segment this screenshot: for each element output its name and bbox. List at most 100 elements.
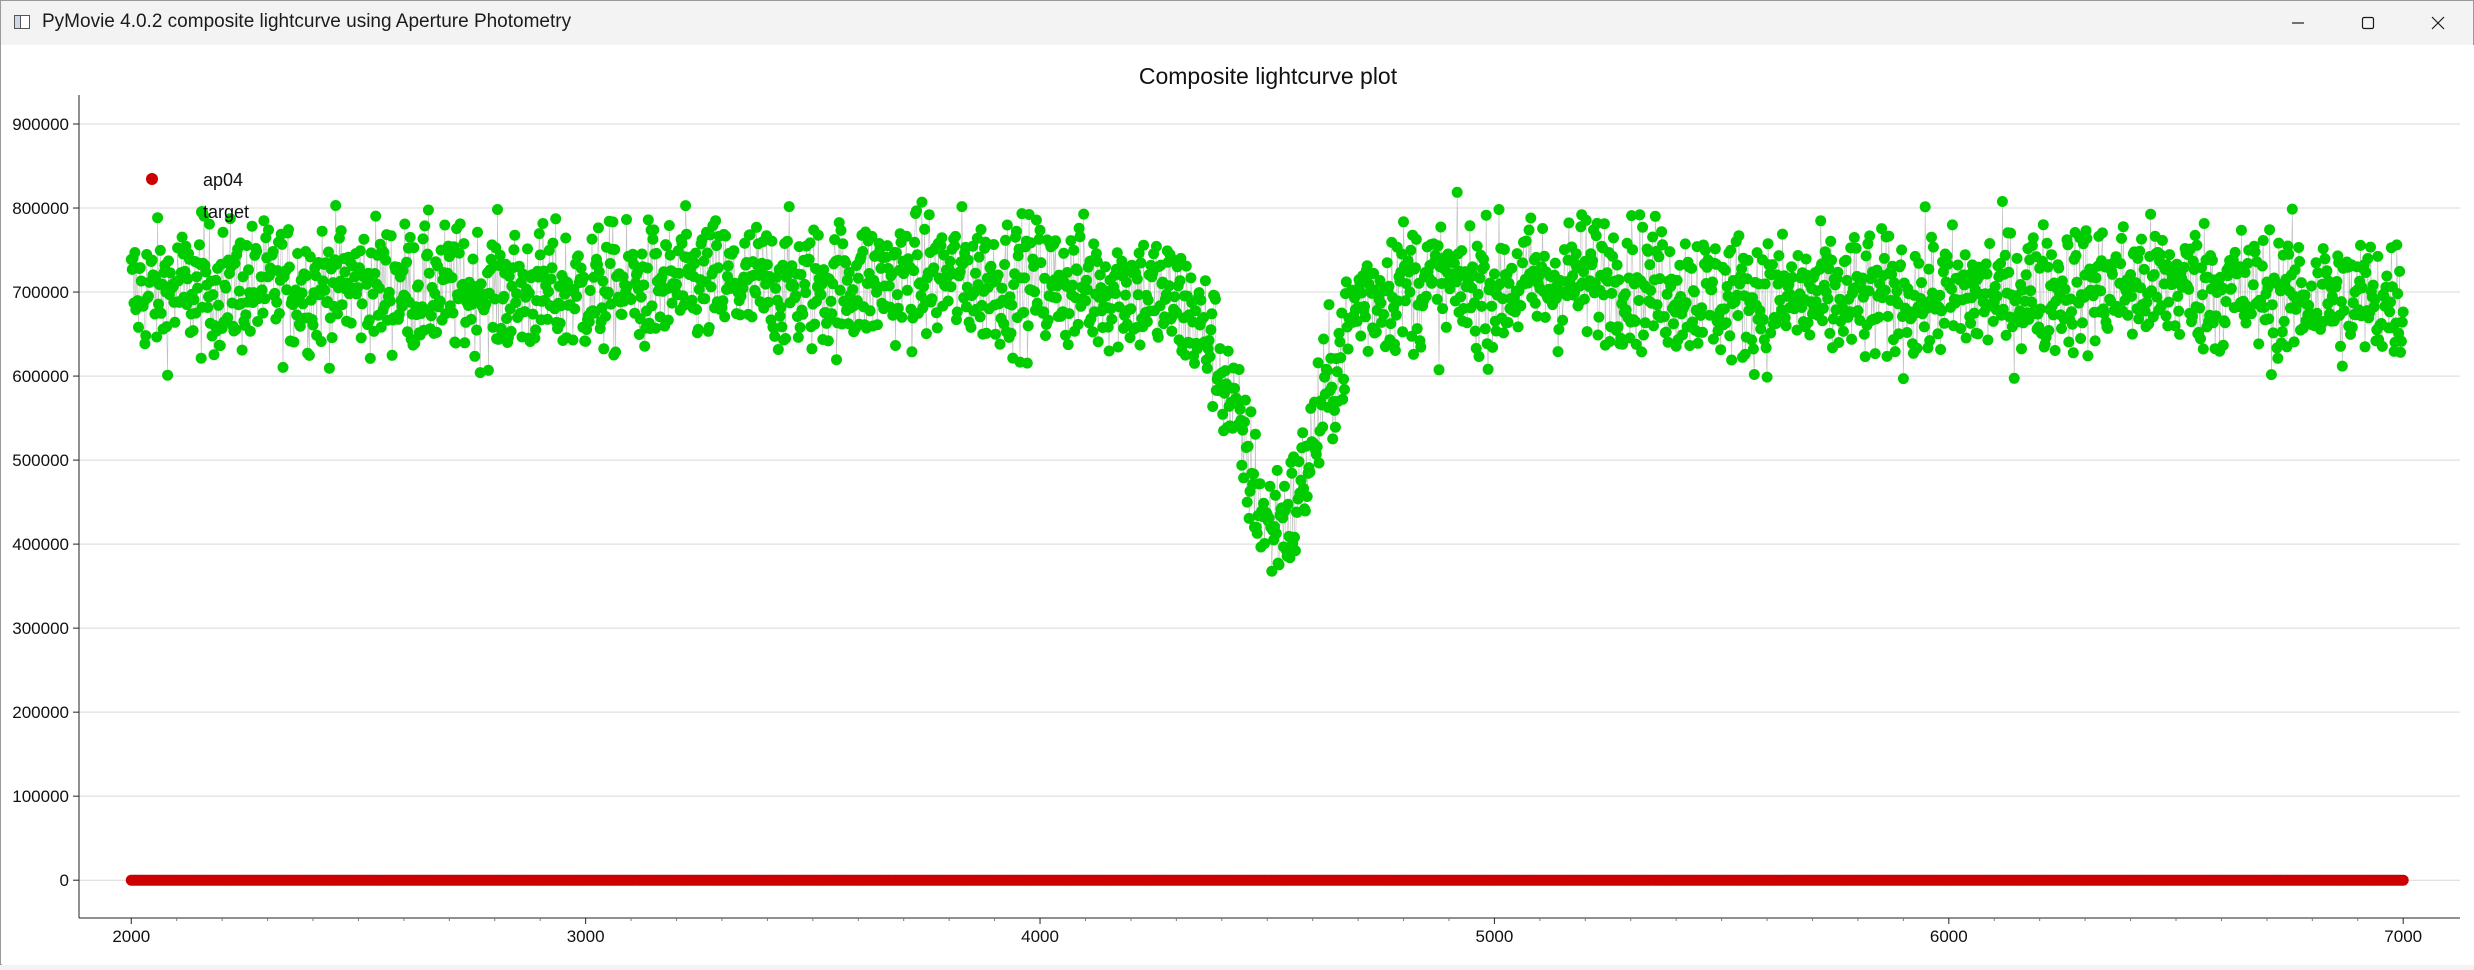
target-point	[1607, 250, 1619, 262]
target-point	[1410, 233, 1422, 245]
y-tick-label: 0	[60, 871, 69, 890]
target-point	[1427, 276, 1439, 288]
target-point	[642, 214, 654, 226]
target-point	[902, 253, 914, 265]
target-point	[1767, 259, 1778, 271]
target-point	[267, 246, 279, 257]
target-point	[985, 260, 997, 272]
target-point	[1204, 351, 1216, 362]
target-point	[598, 343, 610, 355]
target-point	[1018, 306, 1030, 318]
target-point	[1864, 230, 1876, 242]
target-point	[1402, 255, 1414, 267]
target-point	[681, 228, 692, 240]
target-point	[1088, 238, 1100, 250]
target-point	[810, 263, 822, 274]
target-point	[2222, 270, 2234, 282]
y-tick-label: 600000	[12, 367, 69, 386]
maximize-button[interactable]	[2333, 1, 2403, 45]
target-point	[453, 247, 465, 259]
target-point	[1578, 266, 1589, 278]
target-point	[1058, 247, 1070, 259]
target-point	[2395, 335, 2407, 347]
target-point	[1080, 295, 1091, 307]
target-point	[203, 218, 215, 230]
target-point	[1038, 306, 1050, 318]
target-point	[439, 219, 451, 231]
target-point	[134, 262, 146, 274]
target-point	[2198, 218, 2210, 229]
target-point	[498, 290, 510, 302]
target-point	[800, 287, 812, 299]
target-point	[1450, 276, 1462, 288]
target-point	[2122, 309, 2134, 321]
target-point	[1824, 327, 1836, 339]
title-bar[interactable]: PyMovie 4.0.2 composite lightcurve using…	[1, 1, 2473, 45]
target-point	[1966, 292, 1977, 304]
target-point	[883, 280, 895, 292]
target-point	[304, 251, 316, 263]
target-point	[970, 267, 981, 279]
target-point	[1264, 480, 1276, 492]
target-point	[1039, 272, 1051, 284]
target-point	[354, 245, 366, 257]
target-point	[1923, 263, 1935, 275]
target-point	[1019, 272, 1031, 284]
target-point	[951, 306, 963, 318]
target-point	[1451, 186, 1463, 198]
target-point	[1879, 284, 1891, 296]
target-point	[2189, 229, 2201, 241]
target-point	[1590, 230, 1602, 242]
close-button[interactable]	[2403, 1, 2473, 45]
target-point	[2070, 250, 2082, 261]
target-point	[522, 243, 533, 255]
target-point	[840, 257, 852, 269]
target-point	[786, 260, 798, 272]
lightcurve-chart[interactable]: Composite lightcurve plot 0 100000 200000 3…	[2, 45, 2474, 965]
target-point	[258, 215, 270, 227]
target-point	[1081, 284, 1093, 296]
minimize-button[interactable]	[2263, 1, 2333, 45]
target-point	[422, 248, 433, 260]
target-point	[1124, 332, 1136, 344]
target-point	[1251, 527, 1263, 539]
target-point	[775, 301, 787, 313]
target-point	[1815, 215, 1827, 227]
target-point	[1530, 251, 1542, 263]
target-point	[133, 321, 144, 333]
target-point	[2335, 340, 2346, 352]
target-point	[1692, 337, 1704, 349]
target-point	[1152, 331, 1164, 343]
target-point	[1040, 330, 1051, 341]
target-point	[919, 223, 931, 235]
target-point	[323, 362, 335, 374]
target-point	[1004, 291, 1016, 303]
target-point	[2355, 239, 2366, 251]
target-point	[1660, 326, 1672, 338]
target-point	[2062, 239, 2074, 251]
target-point	[677, 290, 689, 302]
target-point	[458, 238, 470, 250]
target-point	[1390, 309, 1402, 321]
target-point	[1411, 323, 1423, 335]
target-point	[834, 284, 846, 296]
target-point	[434, 295, 446, 307]
target-point	[826, 308, 838, 320]
target-point	[1901, 327, 1913, 338]
target-point	[2327, 294, 2339, 306]
target-point	[1335, 352, 1347, 364]
target-point	[207, 289, 219, 301]
target-point	[1326, 381, 1338, 393]
target-point	[317, 275, 329, 287]
target-point	[459, 337, 471, 349]
target-point	[233, 285, 245, 297]
target-point	[431, 326, 443, 338]
target-point	[2053, 262, 2065, 274]
target-point	[617, 271, 629, 283]
target-point	[425, 310, 437, 322]
target-point	[363, 314, 375, 326]
target-point	[277, 361, 289, 373]
x-tick-label: 6000	[1930, 927, 1968, 946]
target-point	[1112, 341, 1124, 353]
plot-area[interactable]: Composite lightcurve plot 0 100000 200000 3…	[2, 45, 2474, 965]
